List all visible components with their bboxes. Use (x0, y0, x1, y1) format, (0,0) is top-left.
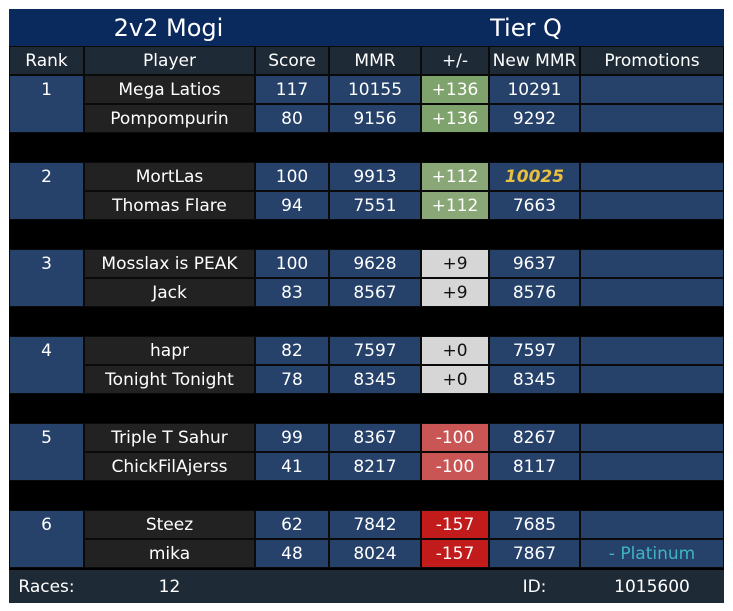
rank-cell: 5 (9, 423, 84, 481)
score-cell: 41 (255, 452, 329, 481)
mmr-cell: 7842 (329, 510, 421, 539)
header-mmr: MMR (329, 46, 421, 75)
mmr-cell: 8217 (329, 452, 421, 481)
new-mmr-cell: 10291 (489, 75, 580, 104)
promotion-cell: - Platinum (580, 539, 724, 568)
races-label: Races: (18, 576, 75, 597)
delta-cell: +112 (421, 162, 489, 191)
mmr-cell: 7551 (329, 191, 421, 220)
delta-cell: +9 (421, 278, 489, 307)
delta-cell: -157 (421, 510, 489, 539)
score-cell: 100 (255, 249, 329, 278)
player-name: Steez (84, 510, 255, 539)
player-name: Mosslax is PEAK (84, 249, 255, 278)
header-rank: Rank (9, 46, 84, 75)
mmr-cell: 8367 (329, 423, 421, 452)
delta-cell: +0 (421, 336, 489, 365)
delta-cell: -157 (421, 539, 489, 568)
new-mmr-cell: 9637 (489, 249, 580, 278)
score-cell: 100 (255, 162, 329, 191)
rank-cell: 6 (9, 510, 84, 568)
mmr-cell: 9156 (329, 104, 421, 133)
player-name: ChickFilAjerss (84, 452, 255, 481)
score-cell: 99 (255, 423, 329, 452)
delta-cell: +136 (421, 104, 489, 133)
mmr-cell: 9913 (329, 162, 421, 191)
new-mmr-cell: 7685 (489, 510, 580, 539)
mmr-cell: 8567 (329, 278, 421, 307)
delta-cell: -100 (421, 423, 489, 452)
player-name: Mega Latios (84, 75, 255, 104)
delta-cell: -100 (421, 452, 489, 481)
score-cell: 82 (255, 336, 329, 365)
player-name: Triple T Sahur (84, 423, 255, 452)
delta-cell: +136 (421, 75, 489, 104)
promotion-cell (580, 510, 724, 539)
score-cell: 83 (255, 278, 329, 307)
score-cell: 94 (255, 191, 329, 220)
results-table: 2v2 Mogi Tier Q Races: 12 ID: 1015600 Ra… (9, 9, 724, 603)
score-cell: 48 (255, 539, 329, 568)
new-mmr-cell: 8576 (489, 278, 580, 307)
player-name: mika (84, 539, 255, 568)
promotion-cell (580, 278, 724, 307)
header-new-mmr: New MMR (489, 46, 580, 75)
delta-cell: +9 (421, 249, 489, 278)
promotion-cell (580, 365, 724, 394)
delta-cell: +0 (421, 365, 489, 394)
mmr-cell: 10155 (329, 75, 421, 104)
new-mmr-cell: 7867 (489, 539, 580, 568)
mmr-cell: 8024 (329, 539, 421, 568)
new-mmr-cell: 8117 (489, 452, 580, 481)
rank-cell: 3 (9, 249, 84, 307)
rank-cell: 4 (9, 336, 84, 394)
player-name: Thomas Flare (84, 191, 255, 220)
footer-bar (9, 570, 724, 603)
player-name: MortLas (84, 162, 255, 191)
new-mmr-cell: 7663 (489, 191, 580, 220)
score-cell: 80 (255, 104, 329, 133)
header-score: Score (255, 46, 329, 75)
promotion-cell (580, 191, 724, 220)
score-cell: 62 (255, 510, 329, 539)
rank-cell: 2 (9, 162, 84, 220)
mmr-cell: 7597 (329, 336, 421, 365)
new-mmr-cell: 8267 (489, 423, 580, 452)
new-mmr-cell: 7597 (489, 336, 580, 365)
header-promotions: Promotions (580, 46, 724, 75)
promotion-cell (580, 75, 724, 104)
promotion-cell (580, 249, 724, 278)
promotion-cell (580, 162, 724, 191)
header-delta: +/- (421, 46, 489, 75)
delta-cell: +112 (421, 191, 489, 220)
header-player: Player (84, 46, 255, 75)
new-mmr-cell: 8345 (489, 365, 580, 394)
score-cell: 78 (255, 365, 329, 394)
tier-title: Tier Q (328, 9, 724, 46)
promotion-cell (580, 336, 724, 365)
mmr-cell: 9628 (329, 249, 421, 278)
new-mmr-cell: 10025 (489, 162, 580, 191)
id-label: ID: (522, 576, 547, 597)
score-cell: 117 (255, 75, 329, 104)
id-value: 1015600 (614, 576, 690, 597)
mmr-cell: 8345 (329, 365, 421, 394)
mogi-title: 2v2 Mogi (9, 9, 328, 46)
promotion-cell (580, 452, 724, 481)
player-name: Tonight Tonight (84, 365, 255, 394)
new-mmr-cell: 9292 (489, 104, 580, 133)
promotion-cell (580, 423, 724, 452)
rank-cell: 1 (9, 75, 84, 133)
player-name: Pompompurin (84, 104, 255, 133)
player-name: hapr (84, 336, 255, 365)
player-name: Jack (84, 278, 255, 307)
races-value: 12 (158, 576, 181, 597)
promotion-cell (580, 104, 724, 133)
